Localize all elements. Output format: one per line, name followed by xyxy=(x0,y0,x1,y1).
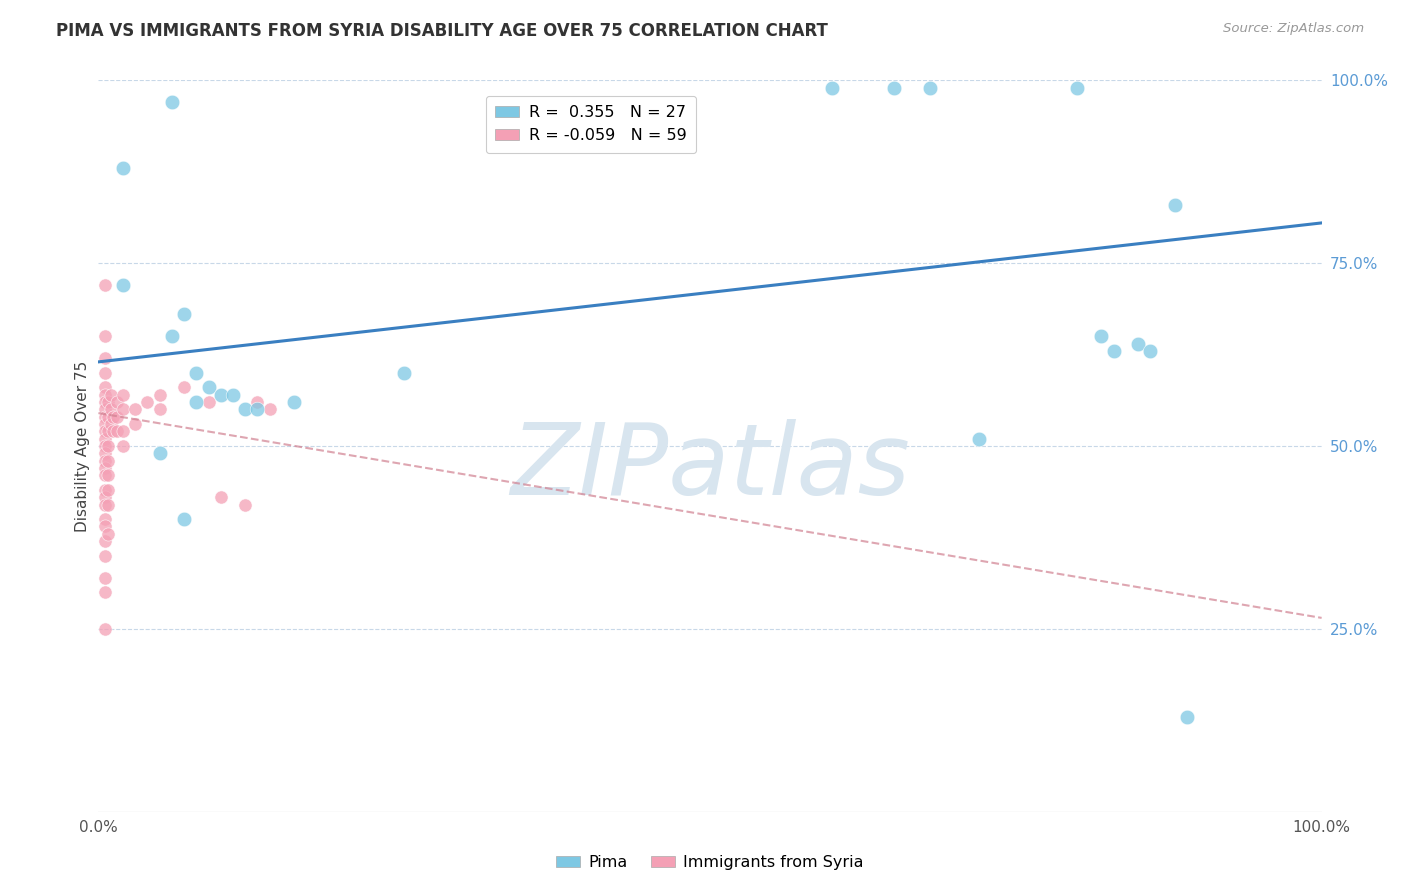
Point xyxy=(1066,80,1088,95)
Point xyxy=(93,329,115,343)
Point xyxy=(93,402,115,417)
Point xyxy=(97,468,120,483)
Point xyxy=(124,402,146,417)
Y-axis label: Disability Age Over 75: Disability Age Over 75 xyxy=(75,360,90,532)
Point xyxy=(186,395,208,409)
Point xyxy=(259,402,281,417)
Point xyxy=(93,453,115,467)
Point xyxy=(93,622,115,636)
Point xyxy=(1164,197,1187,211)
Point xyxy=(246,402,269,417)
Legend: Pima, Immigrants from Syria: Pima, Immigrants from Syria xyxy=(550,849,870,877)
Point xyxy=(111,388,134,402)
Point xyxy=(93,432,115,446)
Point xyxy=(101,409,124,424)
Point xyxy=(111,402,134,417)
Point xyxy=(111,439,134,453)
Point xyxy=(97,439,120,453)
Point xyxy=(93,388,115,402)
Point xyxy=(136,395,159,409)
Point xyxy=(105,425,128,439)
Point xyxy=(97,453,120,467)
Point xyxy=(233,498,256,512)
Point xyxy=(93,490,115,504)
Point xyxy=(124,417,146,431)
Text: PIMA VS IMMIGRANTS FROM SYRIA DISABILITY AGE OVER 75 CORRELATION CHART: PIMA VS IMMIGRANTS FROM SYRIA DISABILITY… xyxy=(56,22,828,40)
Point xyxy=(173,380,195,394)
Point xyxy=(97,526,120,541)
Point xyxy=(283,395,305,409)
Point xyxy=(1175,709,1198,723)
Point xyxy=(97,409,120,424)
Point xyxy=(209,388,232,402)
Point xyxy=(100,402,122,417)
Text: Source: ZipAtlas.com: Source: ZipAtlas.com xyxy=(1223,22,1364,36)
Point xyxy=(93,439,115,453)
Point xyxy=(93,534,115,549)
Point xyxy=(105,409,128,424)
Point xyxy=(149,402,172,417)
Point xyxy=(821,80,844,95)
Point xyxy=(93,571,115,585)
Point xyxy=(93,461,115,475)
Point xyxy=(111,278,134,293)
Point xyxy=(173,512,195,526)
Point xyxy=(111,161,134,175)
Point xyxy=(197,395,219,409)
Point xyxy=(101,425,124,439)
Point xyxy=(97,425,120,439)
Point xyxy=(93,380,115,394)
Point xyxy=(160,95,183,110)
Point xyxy=(1139,343,1161,358)
Point xyxy=(967,432,990,446)
Point xyxy=(1090,329,1112,343)
Point xyxy=(93,395,115,409)
Point xyxy=(105,395,128,409)
Point xyxy=(93,549,115,563)
Point xyxy=(111,425,134,439)
Point xyxy=(100,388,122,402)
Point xyxy=(197,380,219,394)
Point xyxy=(149,446,172,460)
Text: ZIPatlas: ZIPatlas xyxy=(510,419,910,516)
Point xyxy=(1102,343,1125,358)
Point xyxy=(209,490,232,504)
Point xyxy=(93,446,115,460)
Point xyxy=(100,417,122,431)
Point xyxy=(93,585,115,599)
Point xyxy=(233,402,256,417)
Point xyxy=(93,512,115,526)
Point xyxy=(1128,336,1150,351)
Point xyxy=(149,388,172,402)
Point xyxy=(93,483,115,497)
Point xyxy=(93,366,115,380)
Point xyxy=(93,417,115,431)
Point xyxy=(93,519,115,533)
Point xyxy=(222,388,245,402)
Point xyxy=(160,329,183,343)
Point xyxy=(97,483,120,497)
Point xyxy=(920,80,942,95)
Point xyxy=(173,307,195,321)
Point xyxy=(93,498,115,512)
Point xyxy=(186,366,208,380)
Point xyxy=(93,278,115,293)
Point xyxy=(246,395,269,409)
Point xyxy=(97,498,120,512)
Point xyxy=(93,351,115,366)
Point xyxy=(883,80,905,95)
Point xyxy=(392,366,416,380)
Point xyxy=(93,425,115,439)
Point xyxy=(97,395,120,409)
Point xyxy=(93,409,115,424)
Point xyxy=(93,468,115,483)
